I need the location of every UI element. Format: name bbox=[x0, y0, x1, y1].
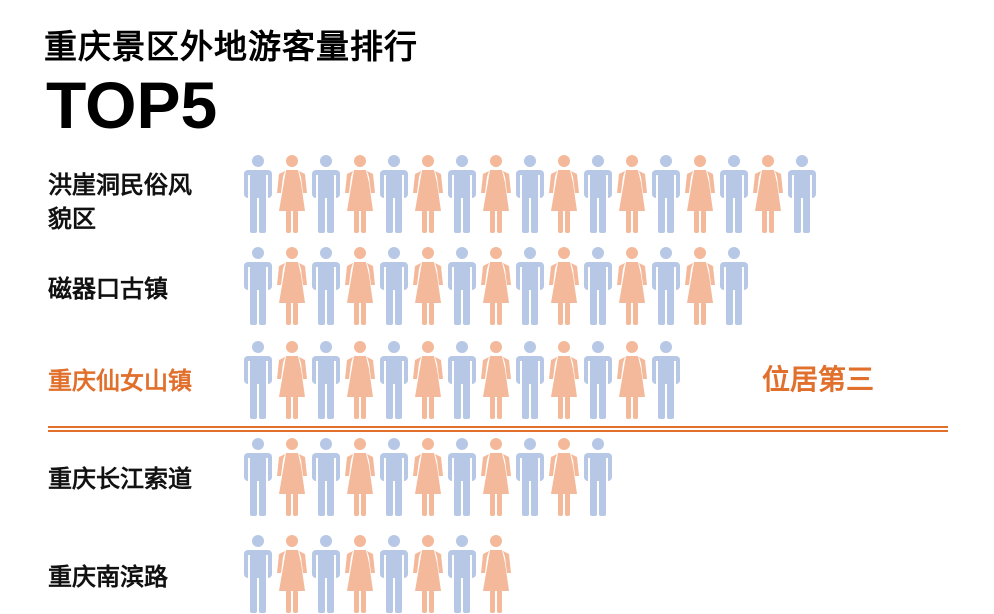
man-icon bbox=[584, 438, 612, 516]
man-icon bbox=[448, 341, 476, 419]
woman-icon bbox=[481, 535, 511, 613]
chart-subtitle: TOP5 bbox=[46, 68, 218, 142]
woman-icon bbox=[277, 155, 307, 233]
man-icon bbox=[244, 535, 272, 613]
woman-icon bbox=[345, 155, 375, 233]
woman-icon bbox=[549, 438, 579, 516]
man-icon bbox=[380, 341, 408, 419]
row-label-1: 洪崖洞民俗风貌区 bbox=[48, 171, 192, 233]
woman-icon bbox=[345, 341, 375, 419]
woman-icon bbox=[481, 247, 511, 325]
woman-icon bbox=[345, 438, 375, 516]
man-icon bbox=[652, 155, 680, 233]
woman-icon bbox=[685, 247, 715, 325]
man-icon bbox=[516, 438, 544, 516]
woman-icon bbox=[753, 155, 783, 233]
woman-icon bbox=[345, 535, 375, 613]
woman-icon bbox=[413, 247, 443, 325]
man-icon bbox=[652, 341, 680, 419]
woman-icon bbox=[413, 341, 443, 419]
man-icon bbox=[380, 438, 408, 516]
woman-icon bbox=[617, 247, 647, 325]
row-label-4: 重庆长江索道 bbox=[48, 465, 192, 493]
woman-icon bbox=[481, 155, 511, 233]
man-icon bbox=[584, 155, 612, 233]
man-icon bbox=[584, 341, 612, 419]
woman-icon bbox=[617, 155, 647, 233]
woman-icon bbox=[345, 247, 375, 325]
woman-icon bbox=[277, 438, 307, 516]
man-icon bbox=[380, 155, 408, 233]
man-icon bbox=[244, 438, 272, 516]
man-icon bbox=[652, 247, 680, 325]
man-icon bbox=[584, 247, 612, 325]
row-label-3: 重庆仙女山镇 bbox=[48, 367, 192, 395]
woman-icon bbox=[277, 535, 307, 613]
woman-icon bbox=[549, 247, 579, 325]
woman-icon bbox=[617, 341, 647, 419]
man-icon bbox=[312, 247, 340, 325]
row-label-5: 重庆南滨路 bbox=[48, 563, 168, 591]
man-icon bbox=[244, 341, 272, 419]
woman-icon bbox=[481, 341, 511, 419]
man-icon bbox=[312, 535, 340, 613]
highlight-divider bbox=[48, 426, 948, 432]
man-icon bbox=[720, 247, 748, 325]
man-icon bbox=[312, 438, 340, 516]
man-icon bbox=[448, 247, 476, 325]
woman-icon bbox=[549, 341, 579, 419]
woman-icon bbox=[413, 438, 443, 516]
woman-icon bbox=[685, 155, 715, 233]
man-icon bbox=[312, 155, 340, 233]
woman-icon bbox=[277, 341, 307, 419]
woman-icon bbox=[413, 155, 443, 233]
man-icon bbox=[720, 155, 748, 233]
man-icon bbox=[516, 247, 544, 325]
man-icon bbox=[448, 438, 476, 516]
rank-annotation: 位居第三 bbox=[762, 363, 875, 396]
woman-icon bbox=[413, 535, 443, 613]
man-icon bbox=[244, 155, 272, 233]
man-icon bbox=[380, 247, 408, 325]
chart-title: 重庆景区外地游客量排行 bbox=[44, 27, 418, 66]
woman-icon bbox=[549, 155, 579, 233]
woman-icon bbox=[481, 438, 511, 516]
woman-icon bbox=[277, 247, 307, 325]
man-icon bbox=[448, 535, 476, 613]
man-icon bbox=[244, 247, 272, 325]
row-label-2: 磁器口古镇 bbox=[48, 275, 168, 303]
man-icon bbox=[312, 341, 340, 419]
man-icon bbox=[516, 155, 544, 233]
man-icon bbox=[380, 535, 408, 613]
man-icon bbox=[448, 155, 476, 233]
man-icon bbox=[516, 341, 544, 419]
man-icon bbox=[788, 155, 816, 233]
